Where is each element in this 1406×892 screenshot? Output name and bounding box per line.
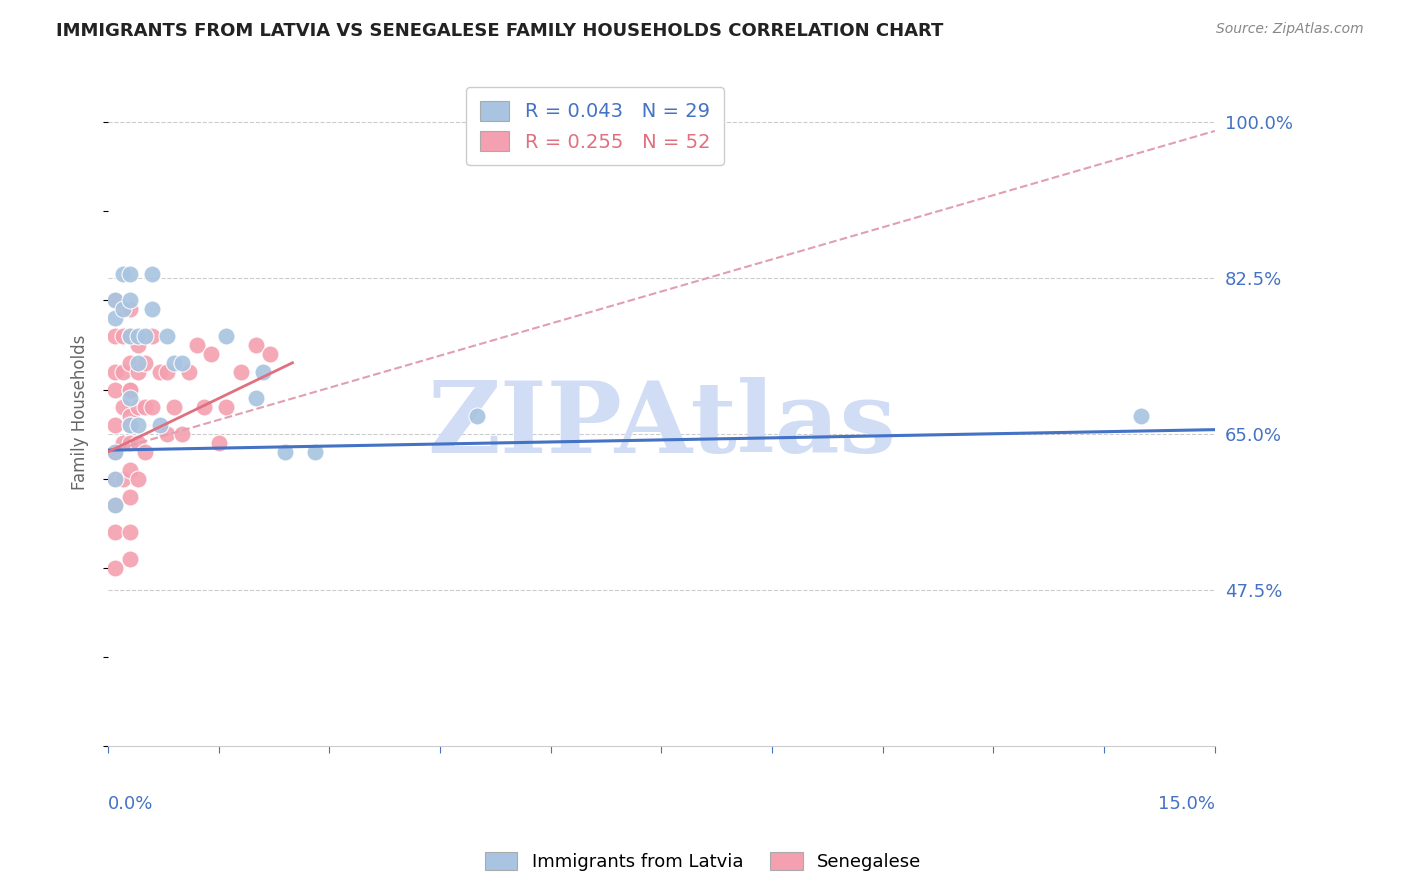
Point	[186, 338, 208, 352]
Point	[120, 356, 142, 370]
Point	[141, 329, 163, 343]
Text: IMMIGRANTS FROM LATVIA VS SENEGALESE FAMILY HOUSEHOLDS CORRELATION CHART: IMMIGRANTS FROM LATVIA VS SENEGALESE FAM…	[56, 22, 943, 40]
Point	[104, 445, 127, 459]
Point	[120, 436, 142, 450]
Point	[111, 302, 134, 317]
Point	[127, 418, 149, 433]
Point	[104, 445, 127, 459]
Point	[120, 267, 142, 281]
Point	[104, 472, 127, 486]
Point	[141, 302, 163, 317]
Point	[120, 302, 142, 317]
Text: ZIPAtlas: ZIPAtlas	[427, 376, 896, 474]
Point	[111, 267, 134, 281]
Point	[170, 427, 193, 442]
Point	[111, 472, 134, 486]
Point	[127, 356, 149, 370]
Text: 0.0%: 0.0%	[108, 796, 153, 814]
Point	[127, 365, 149, 379]
Point	[104, 499, 127, 513]
Point	[134, 401, 156, 415]
Point	[170, 356, 193, 370]
Point	[179, 365, 201, 379]
Point	[120, 329, 142, 343]
Y-axis label: Family Households: Family Households	[72, 334, 89, 490]
Point	[120, 409, 142, 424]
Point	[120, 463, 142, 477]
Point	[104, 499, 127, 513]
Point	[134, 356, 156, 370]
Point	[120, 383, 142, 397]
Point	[245, 338, 267, 352]
Point	[149, 418, 172, 433]
Point	[104, 293, 127, 308]
Point	[200, 347, 222, 361]
Point	[134, 329, 156, 343]
Point	[134, 445, 156, 459]
Point	[127, 401, 149, 415]
Point	[104, 311, 127, 326]
Legend: Immigrants from Latvia, Senegalese: Immigrants from Latvia, Senegalese	[478, 845, 928, 879]
Point	[156, 365, 179, 379]
Point	[111, 302, 134, 317]
Point	[274, 445, 297, 459]
Point	[104, 293, 127, 308]
Point	[141, 401, 163, 415]
Point	[215, 329, 238, 343]
Point	[120, 552, 142, 566]
Point	[127, 329, 149, 343]
Point	[120, 329, 142, 343]
Point	[104, 383, 127, 397]
Point	[1130, 409, 1153, 424]
Point	[120, 418, 142, 433]
Point	[163, 401, 186, 415]
Point	[465, 409, 488, 424]
Point	[120, 383, 142, 397]
Point	[111, 365, 134, 379]
Point	[141, 267, 163, 281]
Text: 15.0%: 15.0%	[1159, 796, 1215, 814]
Point	[104, 472, 127, 486]
Point	[120, 418, 142, 433]
Point	[156, 427, 179, 442]
Point	[111, 436, 134, 450]
Point	[208, 436, 231, 450]
Point	[104, 365, 127, 379]
Point	[163, 356, 186, 370]
Point	[193, 401, 215, 415]
Point	[156, 329, 179, 343]
Point	[120, 392, 142, 406]
Point	[127, 338, 149, 352]
Point	[120, 490, 142, 504]
Text: Source: ZipAtlas.com: Source: ZipAtlas.com	[1216, 22, 1364, 37]
Point	[111, 329, 134, 343]
Point	[252, 365, 274, 379]
Point	[111, 401, 134, 415]
Point	[229, 365, 252, 379]
Point	[120, 525, 142, 540]
Point	[149, 365, 172, 379]
Point	[104, 561, 127, 575]
Point	[245, 392, 267, 406]
Point	[127, 436, 149, 450]
Legend: R = 0.043   N = 29, R = 0.255   N = 52: R = 0.043 N = 29, R = 0.255 N = 52	[467, 87, 724, 165]
Point	[127, 472, 149, 486]
Point	[104, 525, 127, 540]
Point	[215, 401, 238, 415]
Point	[259, 347, 281, 361]
Point	[304, 445, 326, 459]
Point	[104, 418, 127, 433]
Point	[120, 293, 142, 308]
Point	[104, 329, 127, 343]
